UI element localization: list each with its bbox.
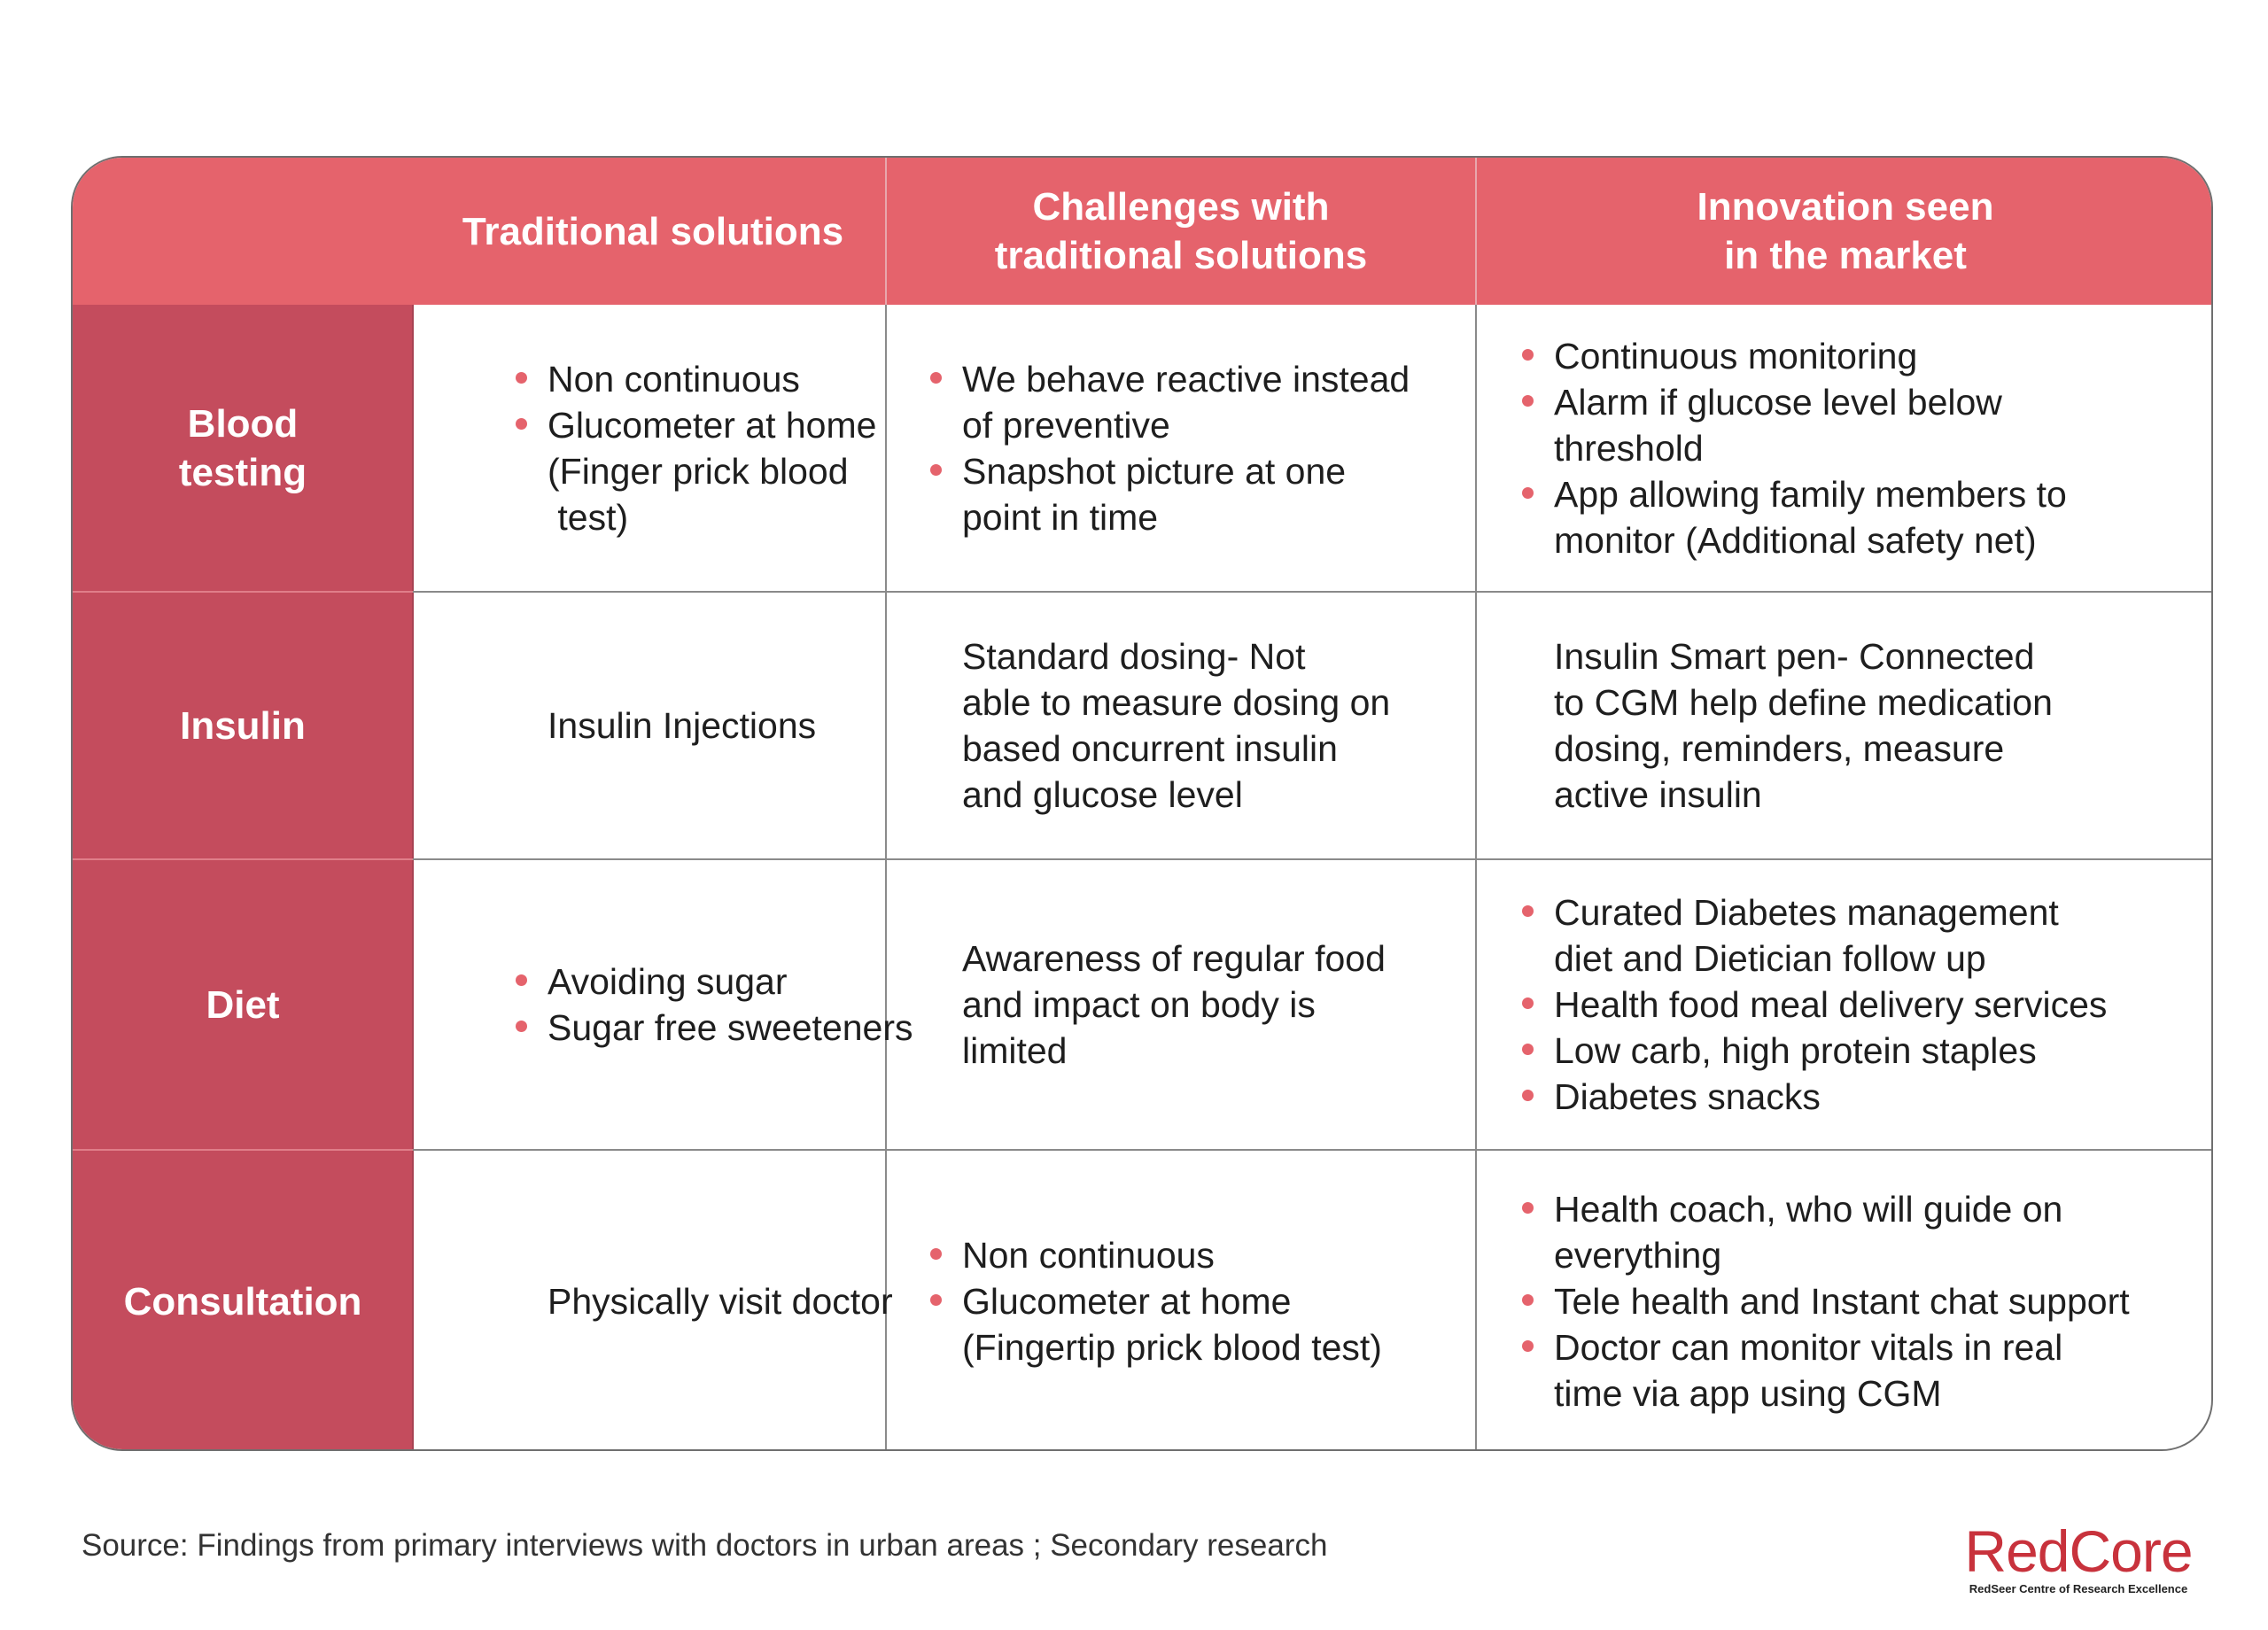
comparison-table: Traditional solutions Challenges with trad… bbox=[71, 156, 2213, 1451]
text-line: point in time bbox=[962, 497, 1159, 538]
text-line: diet and Dietician follow up bbox=[1554, 938, 1986, 979]
text-line: threshold bbox=[1554, 428, 1704, 469]
cell-challenges: Non continuous Glucometer at home (Fingert… bbox=[930, 1232, 1382, 1370]
source-note: Source: Findings from primary interviews… bbox=[82, 1528, 1328, 1563]
row-divider bbox=[413, 858, 2211, 860]
text-line: Physically visit doctor bbox=[548, 1281, 893, 1322]
bullet-item: Glucometer at home bbox=[930, 1278, 1382, 1324]
text-line: dosing, reminders, measure bbox=[1554, 728, 2005, 769]
row-label-column bbox=[73, 305, 413, 1449]
row-label-3: Consultation bbox=[73, 1277, 413, 1326]
bullet-item: Non continuous bbox=[515, 356, 876, 402]
row-label-line: Diet bbox=[206, 982, 280, 1027]
bullet-item: Low carb, high protein staples bbox=[1521, 1028, 2107, 1074]
text-line: monitor (Additional safety net) bbox=[1554, 520, 2037, 561]
row-label-divider bbox=[73, 591, 413, 593]
cell-challenges: Awareness of regular food and impact on b… bbox=[962, 935, 1386, 1074]
row-label-line: testing bbox=[178, 451, 307, 494]
cell-innovation: Insulin Smart pen- Connected to CGM help … bbox=[1554, 633, 2053, 818]
text-line: Standard dosing- Not bbox=[962, 636, 1306, 677]
redcore-logo: RedCore RedSeer Centre of Research Excel… bbox=[1960, 1520, 2197, 1596]
logo-subtitle: RedSeer Centre of Research Excellence bbox=[1969, 1582, 2188, 1595]
header-divider bbox=[885, 158, 887, 305]
row-label-line: Blood bbox=[187, 402, 299, 446]
cell-innovation: Curated Diabetes management diet and Diet… bbox=[1521, 889, 2107, 1120]
column-header-line: Innovation seen bbox=[1697, 185, 1994, 229]
bullet-item: Doctor can monitor vitals in real bbox=[1522, 1324, 2130, 1370]
bullet-item: Non continuous bbox=[930, 1232, 1382, 1278]
text-line: Insulin Injections bbox=[548, 705, 817, 746]
row-label-1: Insulin bbox=[73, 702, 413, 750]
text-line: everything bbox=[1554, 1235, 1722, 1276]
column-header-innovation: Innovation seen in the market bbox=[1476, 182, 2211, 280]
cell-traditional: Avoiding sugar Sugar free sweeteners bbox=[516, 959, 913, 1051]
text-line: of preventive bbox=[962, 405, 1170, 446]
text-line: and glucose level bbox=[962, 774, 1243, 815]
bullet-item: Continuous monitoring bbox=[1522, 333, 2067, 379]
text-line: based oncurrent insulin bbox=[962, 728, 1338, 769]
cell-traditional: Non continuous Glucometer at home (Finger … bbox=[515, 356, 876, 540]
cell-innovation: Continuous monitoring Alarm if glucose le… bbox=[1522, 333, 2067, 563]
column-header-line: in the market bbox=[1724, 234, 1967, 277]
row-label-divider bbox=[73, 1149, 413, 1151]
bullet-item: Health coach, who will guide on bbox=[1522, 1186, 2130, 1232]
column-header-line: Traditional solutions bbox=[462, 210, 844, 253]
row-label-line: Consultation bbox=[123, 1279, 362, 1323]
text-line: to CGM help define medication bbox=[1554, 682, 2053, 723]
text-line: and impact on body is bbox=[962, 984, 1316, 1025]
bullet-item: App allowing family members to bbox=[1522, 471, 2067, 517]
text-line: able to measure dosing on bbox=[962, 682, 1391, 723]
column-header-challenges: Challenges with traditional solutions bbox=[886, 182, 1476, 280]
row-label-0: Blood testing bbox=[73, 400, 413, 497]
bullet-item: Snapshot picture at one bbox=[929, 448, 1410, 494]
row-label-2: Diet bbox=[73, 981, 413, 1029]
cell-traditional: Physically visit doctor bbox=[548, 1278, 893, 1324]
cell-traditional: Insulin Injections bbox=[548, 702, 816, 749]
text-line: (Fingertip prick blood test) bbox=[962, 1327, 1382, 1368]
cell-innovation: Health coach, who will guide on everythin… bbox=[1522, 1186, 2130, 1417]
cell-challenges: Standard dosing- Not able to measure dosi… bbox=[962, 633, 1390, 818]
column-header-traditional: Traditional solutions bbox=[427, 207, 879, 256]
bullet-item: Curated Diabetes management bbox=[1521, 889, 2107, 935]
cell-challenges: We behave reactive instead of preventive S… bbox=[929, 356, 1410, 540]
table-header bbox=[73, 158, 2211, 305]
bullet-item: Health food meal delivery services bbox=[1521, 982, 2107, 1028]
column-divider bbox=[885, 305, 887, 1449]
bullet-item: Tele health and Instant chat support bbox=[1522, 1278, 2130, 1324]
text-line: Insulin Smart pen- Connected bbox=[1554, 636, 2035, 677]
header-divider bbox=[1475, 158, 1477, 305]
bullet-item: Alarm if glucose level below bbox=[1522, 379, 2067, 425]
bullet-item: Sugar free sweeteners bbox=[516, 1005, 913, 1051]
bullet-item: We behave reactive instead bbox=[929, 356, 1410, 402]
text-line: time via app using CGM bbox=[1554, 1373, 1942, 1414]
logo-wordmark: RedCore bbox=[1964, 1518, 2193, 1584]
row-divider bbox=[413, 591, 2211, 593]
text-line: Awareness of regular food bbox=[962, 938, 1386, 979]
column-header-line: traditional solutions bbox=[994, 234, 1368, 277]
text-line: (Finger prick blood bbox=[548, 451, 849, 492]
bullet-item: Glucometer at home bbox=[515, 402, 876, 448]
text-line: limited bbox=[962, 1030, 1068, 1071]
bullet-item: Diabetes snacks bbox=[1521, 1074, 2107, 1120]
column-header-line: Challenges with bbox=[1032, 185, 1330, 229]
row-label-line: Insulin bbox=[180, 703, 306, 748]
text-line: test) bbox=[548, 497, 629, 538]
column-divider bbox=[1475, 305, 1477, 1449]
row-label-divider bbox=[73, 858, 413, 860]
column-divider bbox=[412, 305, 414, 1449]
bullet-item: Avoiding sugar bbox=[516, 959, 913, 1005]
row-divider bbox=[413, 1149, 2211, 1151]
text-line: active insulin bbox=[1554, 774, 1762, 815]
